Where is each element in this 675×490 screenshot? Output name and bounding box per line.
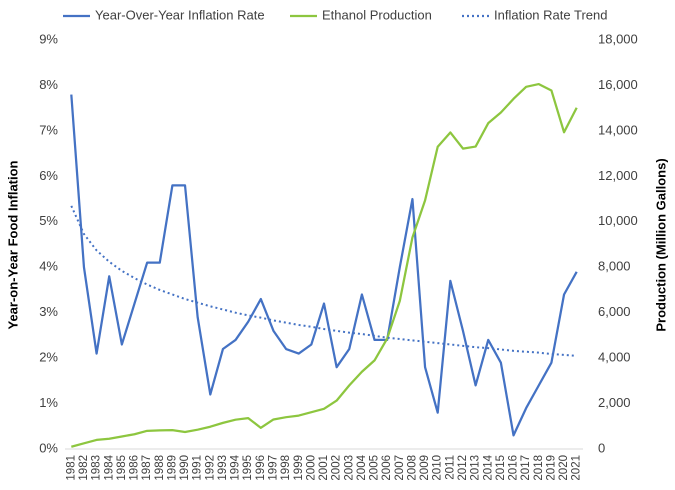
y-tick-label: 2% [39,350,58,365]
x-tick-label: 1997 [267,455,279,481]
y-tick-label: 1% [39,395,58,410]
x-tick-label: 1998 [280,455,292,481]
x-tick-label: 2010 [432,455,444,481]
y2-tick-label: 12,000 [598,168,638,183]
series-line [70,205,577,357]
y-tick-label: 6% [39,168,58,183]
y2-tick-label: 4,000 [598,350,631,365]
y-tick-label: 5% [39,213,58,228]
x-tick-label: 1990 [179,455,191,481]
x-tick-label: 2006 [381,455,393,481]
x-tick-label: 2000 [305,455,317,481]
series-line [71,82,578,448]
x-tick-label: 1983 [91,455,103,481]
x-tick-label: 1986 [129,455,141,481]
x-tick-label: 2002 [331,455,343,481]
y-tick-label: 9% [39,31,58,46]
y2-tick-label: 0 [598,440,605,455]
x-tick-label: 2001 [318,455,330,481]
x-tick-label: 2019 [545,455,557,481]
y2-axis-title: Production (Million Gallons) [653,158,668,331]
y2-tick-label: 6,000 [598,304,631,319]
legend-label: Year-Over-Year Inflation Rate [95,7,265,22]
x-tick-label: 1993 [217,455,229,481]
x-tick-label: 1982 [78,455,90,481]
y2-tick-label: 8,000 [598,259,631,274]
series-line [70,94,578,437]
x-tick-label: 2018 [533,455,545,481]
x-tick-label: 2005 [369,455,381,481]
x-tick-label: 1999 [293,455,305,481]
x-tick-label: 2004 [356,454,368,480]
y2-tick-label: 2,000 [598,395,631,410]
y-tick-label: 4% [39,259,58,274]
x-tick-label: 1992 [204,455,216,481]
y-tick-label: 7% [39,122,58,137]
x-tick-label: 2012 [457,455,469,481]
y2-tick-label: 16,000 [598,77,638,92]
x-tick-label: 1991 [192,455,204,481]
x-tick-label: 1994 [230,454,242,480]
x-tick-label: 2017 [520,455,532,481]
x-tick-label: 2021 [571,455,583,481]
x-tick-label: 2008 [406,455,418,481]
x-tick-label: 1981 [65,455,77,481]
x-tick-label: 1988 [154,455,166,481]
y-axis-title: Year-on-Year Food Inflation [5,160,20,329]
y2-tick-label: 14,000 [598,122,638,137]
y2-tick-label: 10,000 [598,213,638,228]
x-tick-label: 2013 [470,455,482,481]
y2-tick-label: 18,000 [598,31,638,46]
x-tick-label: 2015 [495,455,507,481]
x-tick-label: 2016 [508,455,520,481]
x-tick-label: 2011 [444,455,456,480]
x-tick-label: 1995 [242,455,254,481]
x-tick-label: 2007 [394,455,406,481]
x-tick-label: 1985 [116,455,128,481]
legend-label: Inflation Rate Trend [494,7,607,22]
x-tick-label: 1996 [255,455,267,481]
x-tick-label: 1987 [141,455,153,481]
x-tick-label: 2014 [482,454,494,480]
x-tick-label: 2020 [558,455,570,481]
legend-label: Ethanol Production [322,7,432,22]
y-tick-label: 0% [39,440,58,455]
y-tick-label: 8% [39,77,58,92]
x-tick-label: 2003 [343,455,355,481]
x-tick-label: 1989 [166,455,178,481]
x-tick-label: 2009 [419,455,431,481]
y-tick-label: 3% [39,304,58,319]
x-tick-label: 1984 [103,454,115,480]
